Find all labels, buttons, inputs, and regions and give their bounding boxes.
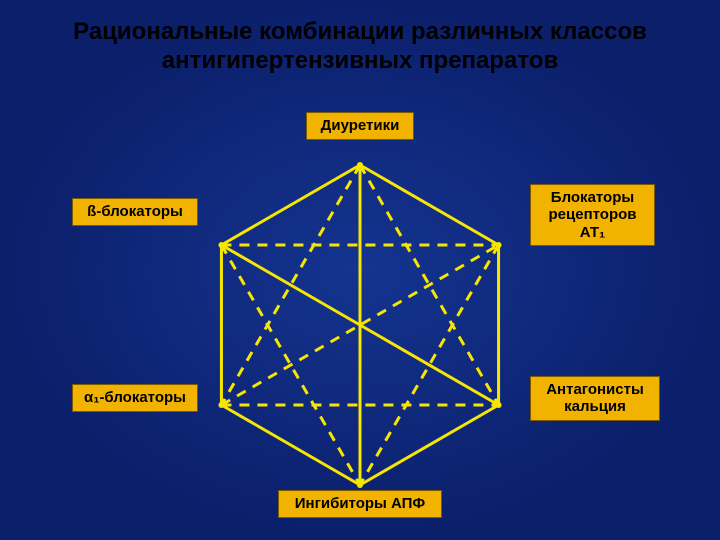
hexagon-network	[0, 0, 720, 540]
node-box-at1: Блокаторы рецепторов АТ₁	[530, 184, 655, 246]
node-box-alpha: α₁-блокаторы	[72, 384, 198, 412]
node-box-calcium: Антагонисты кальция	[530, 376, 660, 421]
slide: Рациональные комбинации различных классо…	[0, 0, 720, 540]
node-box-diuretics: Диуретики	[306, 112, 414, 140]
node-label: Диуретики	[321, 117, 400, 134]
node-label: Блокаторы рецепторов АТ₁	[539, 189, 646, 241]
node-box-beta: ß-блокаторы	[72, 198, 198, 226]
node-label: α₁-блокаторы	[84, 389, 186, 406]
node-box-ace: Ингибиторы АПФ	[278, 490, 442, 518]
node-label: Ингибиторы АПФ	[295, 495, 425, 512]
node-label: ß-блокаторы	[87, 203, 183, 220]
node-label: Антагонисты кальция	[539, 381, 651, 416]
